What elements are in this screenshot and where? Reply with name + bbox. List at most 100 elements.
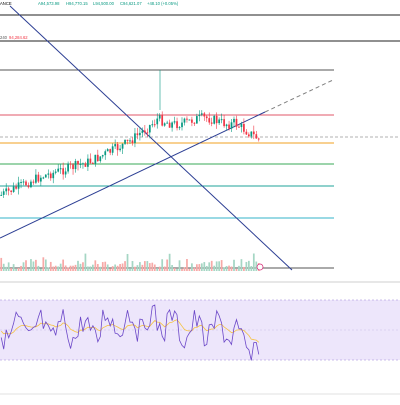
volume-bar — [148, 263, 151, 271]
volume-bar — [151, 262, 154, 271]
volume-bar — [121, 263, 124, 271]
volume-bar — [173, 268, 176, 271]
volume-bar — [181, 268, 183, 271]
candle-body — [250, 131, 253, 137]
candle-body — [252, 131, 255, 135]
candle-body — [89, 158, 92, 163]
candle-body — [257, 138, 260, 140]
volume-bar — [188, 268, 191, 271]
candle-body — [148, 125, 151, 133]
candle-body — [22, 181, 25, 183]
candle-body — [238, 126, 240, 128]
candle-body — [178, 127, 181, 129]
volume-bar — [22, 262, 25, 271]
volume-bar — [99, 266, 102, 271]
volume-bar — [104, 261, 107, 271]
volume-bar — [25, 260, 27, 271]
ohlc-value-4: +48.10 (+0.05%) — [147, 1, 179, 6]
candle-body — [210, 122, 213, 124]
candle-body — [141, 130, 144, 133]
volume-bar — [74, 264, 77, 271]
candle-body — [218, 119, 221, 124]
candle-body — [121, 143, 124, 149]
volume-bar — [233, 259, 235, 271]
rsi-ma-line — [0, 319, 260, 343]
candle-body — [181, 122, 183, 128]
candle-body — [255, 134, 258, 139]
volume-bar — [2, 263, 5, 271]
volume-bar — [245, 261, 248, 271]
volume-bar — [82, 262, 84, 271]
candle-body — [156, 118, 159, 125]
candle-body — [106, 149, 109, 152]
volume-bar — [223, 267, 225, 271]
candle-body — [124, 139, 126, 144]
candle-body — [62, 168, 65, 175]
volume-bar — [247, 260, 250, 271]
ohlc-value-1: H94,770.15 — [66, 1, 88, 6]
candle-body — [109, 149, 112, 153]
candle-body — [228, 124, 230, 129]
sub-value-label: 94,284.62 — [9, 35, 28, 40]
candle-body — [54, 171, 57, 173]
candle-body — [37, 174, 40, 182]
candle-body — [39, 177, 42, 182]
candle-body — [32, 181, 35, 183]
volume-bar — [243, 266, 245, 271]
candle-body — [10, 190, 13, 192]
volume-bar — [64, 265, 67, 271]
volume-bar — [0, 257, 3, 271]
candle-body — [223, 119, 225, 127]
volume-bar — [191, 263, 193, 271]
candle-body — [186, 118, 188, 120]
volume-bar — [225, 266, 228, 271]
candle-body — [245, 131, 248, 135]
volume-bar — [129, 268, 131, 271]
candle-body — [15, 186, 17, 189]
volume-bar — [5, 266, 8, 271]
candle-body — [96, 154, 99, 162]
volume-bar — [195, 264, 198, 271]
candle-body — [27, 185, 30, 188]
volume-bar — [116, 265, 119, 271]
volume-bar — [10, 268, 13, 271]
volume-bar — [59, 263, 62, 271]
candle-body — [64, 171, 67, 175]
candle-body — [173, 121, 176, 123]
candle-body — [235, 118, 238, 127]
candle-body — [161, 115, 164, 126]
volume-bar — [228, 265, 230, 271]
candle-body — [153, 124, 156, 126]
volume-bar — [67, 267, 69, 271]
candle-body — [183, 118, 186, 123]
volume-bar — [250, 266, 253, 271]
volume-bar — [109, 268, 112, 271]
event-marker — [256, 263, 264, 271]
volume-bar — [203, 262, 206, 271]
volume-bar — [255, 261, 258, 271]
volume-bar — [111, 266, 114, 271]
volume-bar — [186, 259, 188, 271]
volume-bar — [27, 268, 30, 271]
volume-bar — [252, 253, 255, 271]
volume-bar — [218, 261, 221, 271]
candle-body — [158, 115, 161, 119]
volume-bar — [7, 262, 10, 271]
candle-body — [77, 160, 79, 165]
candle-body — [74, 160, 77, 170]
candle-body — [79, 163, 82, 165]
candle-body — [215, 115, 218, 124]
candle-body — [126, 139, 129, 141]
volume-bar — [198, 264, 201, 271]
candle-body — [136, 133, 139, 136]
volume-bar — [119, 264, 121, 271]
candle-body — [49, 173, 52, 179]
candle-body — [101, 155, 104, 157]
candle-body — [143, 130, 146, 133]
volume-bar — [183, 267, 186, 271]
candle-body — [57, 168, 60, 172]
volume-bar — [101, 262, 104, 271]
volume-bar — [134, 266, 136, 271]
candle-body — [0, 194, 3, 196]
